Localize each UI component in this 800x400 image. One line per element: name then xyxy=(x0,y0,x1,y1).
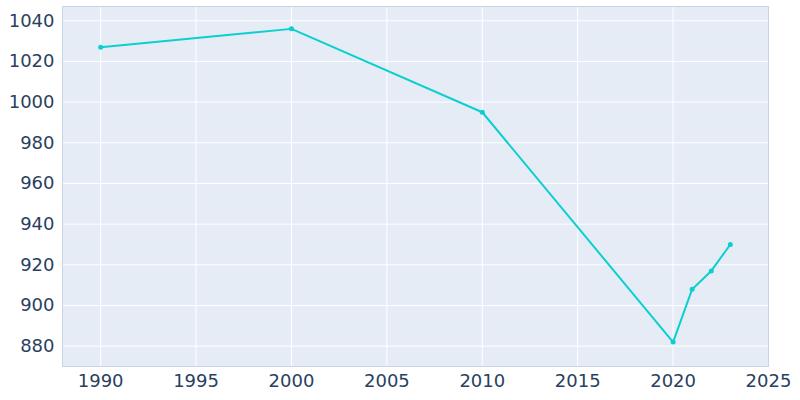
svg-text:940: 940 xyxy=(20,213,54,234)
svg-text:1040: 1040 xyxy=(9,9,55,30)
svg-text:2005: 2005 xyxy=(364,370,410,391)
svg-text:2020: 2020 xyxy=(650,370,696,391)
svg-text:900: 900 xyxy=(20,294,54,315)
svg-text:880: 880 xyxy=(20,335,54,356)
svg-text:980: 980 xyxy=(20,132,54,153)
svg-text:1990: 1990 xyxy=(78,370,124,391)
svg-text:1000: 1000 xyxy=(9,91,55,112)
svg-text:960: 960 xyxy=(20,172,54,193)
svg-text:1020: 1020 xyxy=(9,50,55,71)
svg-text:2025: 2025 xyxy=(746,370,792,391)
svg-text:2000: 2000 xyxy=(269,370,315,391)
svg-text:2015: 2015 xyxy=(555,370,601,391)
svg-text:2010: 2010 xyxy=(459,370,505,391)
svg-text:920: 920 xyxy=(20,254,54,275)
svg-text:1995: 1995 xyxy=(173,370,219,391)
